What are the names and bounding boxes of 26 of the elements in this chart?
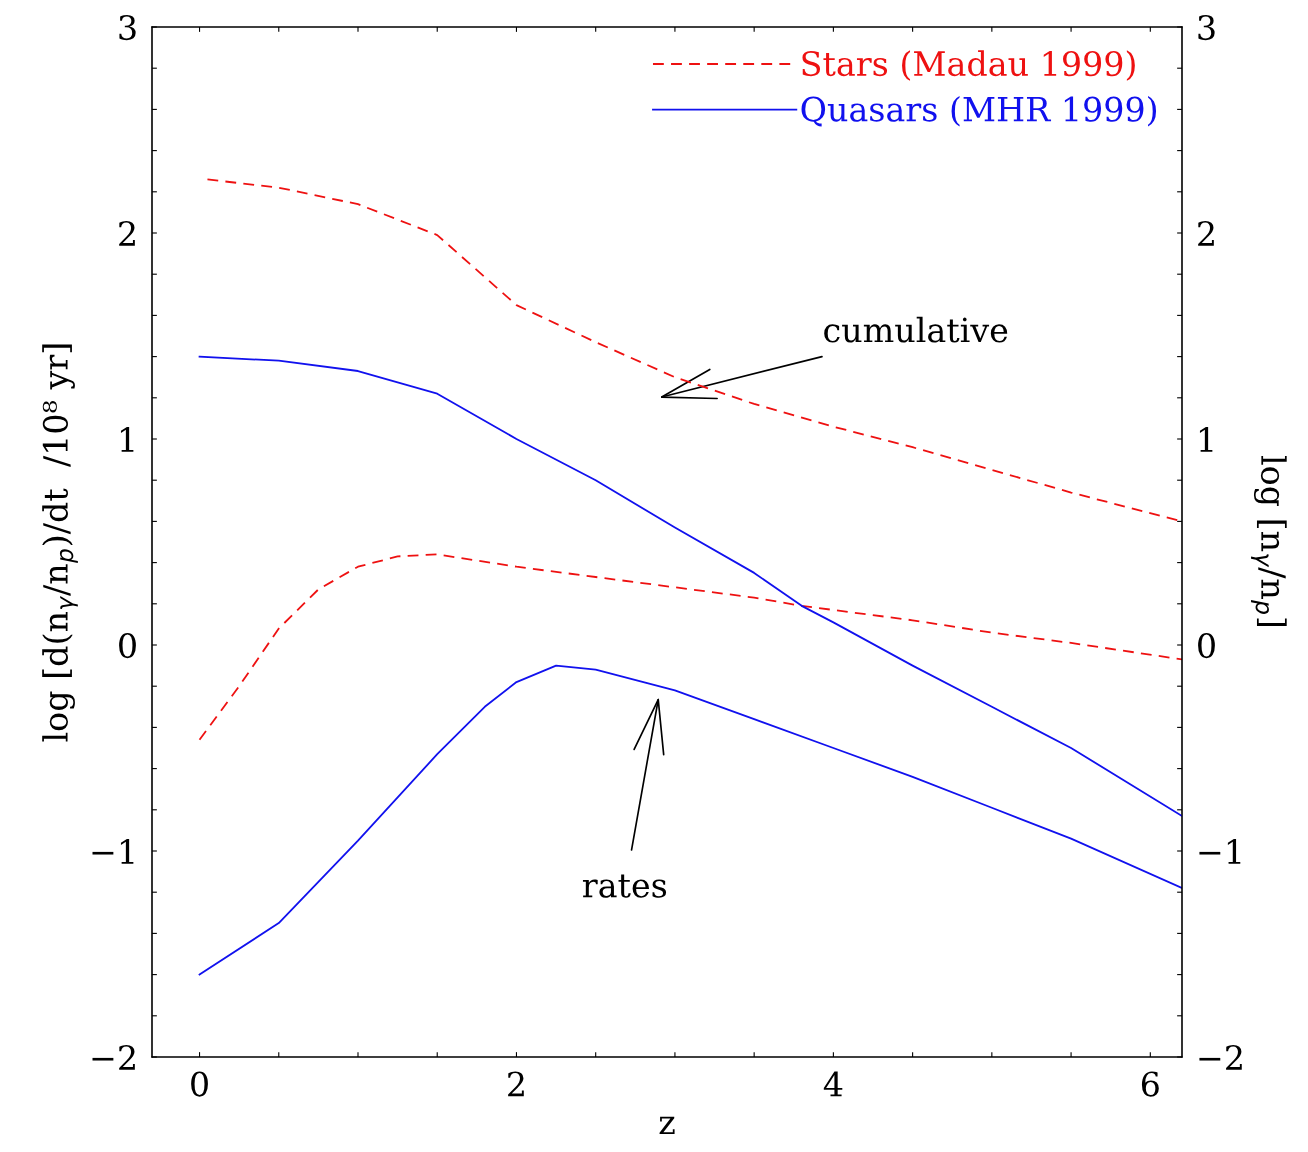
legend-label: Stars (Madau 1999)	[802, 50, 1135, 81]
annotation: cumulative	[824, 316, 1008, 343]
y2-tick-label: −1	[1199, 838, 1241, 864]
legend-label: Quasars (MHR 1999)	[801, 95, 1157, 127]
x-tick-label: 4	[823, 1071, 843, 1097]
annotation: rates	[582, 874, 667, 898]
y-tick-label: 2	[119, 220, 135, 246]
y-tick-label: −1	[92, 838, 134, 864]
x-tick-label: 6	[1141, 1071, 1159, 1097]
y-axis-title: log [d(n$_{γ}$/n$_{p}$)/dt /10⁸ yr]	[42, 344, 78, 742]
y2-tick-label: 1	[1199, 426, 1213, 452]
y2-axis-title: log [n$_{γ}$/n$_{p}$]	[1251, 455, 1287, 627]
y-tick-label: 1	[120, 426, 134, 452]
y-tick-label: 3	[119, 14, 136, 41]
line-series	[198, 553, 1182, 741]
y2-tick-label: 2	[1198, 220, 1214, 246]
y2-tick-label: 3	[1198, 14, 1215, 41]
y-tick-label: −2	[92, 1044, 135, 1070]
x-axis-title: z	[659, 1116, 675, 1135]
x-tick-label: 0	[191, 1071, 208, 1097]
y2-tick-label: −2	[1199, 1044, 1242, 1070]
y-tick-label: 0	[119, 632, 136, 659]
y2-tick-label: 0	[1198, 632, 1215, 659]
x-tick-label: 2	[508, 1071, 524, 1097]
line-series	[198, 355, 1182, 817]
line-series	[198, 664, 1182, 976]
